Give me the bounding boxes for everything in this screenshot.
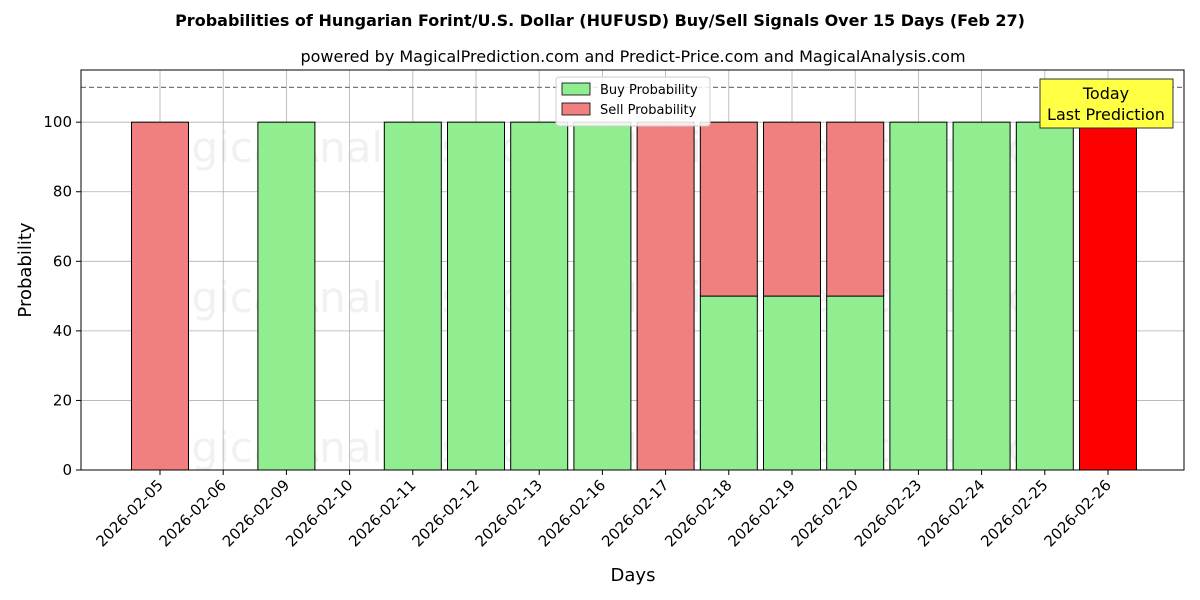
x-tick-label: 2026-02-11 (345, 476, 419, 550)
x-tick-label: 2026-02-12 (408, 476, 482, 550)
x-tick-label: 2026-02-25 (977, 476, 1051, 550)
y-tick-label: 0 (62, 461, 72, 479)
plot-frame (80, 69, 1185, 471)
y-tick-label: 100 (43, 113, 72, 131)
x-tick-label: 2026-02-26 (1040, 476, 1114, 550)
x-tick-label: 2026-02-16 (535, 476, 609, 550)
x-tick-label: 2026-02-10 (282, 476, 356, 550)
y-axis-ticks: 0 20 40 60 80 100 (43, 113, 81, 479)
chart-title: Probabilities of Hungarian Forint/U.S. D… (175, 11, 1025, 30)
buy-bar (383, 121, 442, 471)
chart-subtitle: powered by MagicalPrediction.com and Pre… (300, 47, 965, 66)
sell-bar (131, 121, 189, 471)
sell-bar (826, 121, 885, 297)
legend-label-buy: Buy Probability (600, 83, 698, 98)
buy-bar (763, 295, 821, 471)
x-tick-label: 2026-02-05 (92, 476, 166, 550)
annotation-box (1039, 78, 1174, 129)
legend-frame (555, 76, 711, 127)
x-tick-label: 2026-02-09 (219, 476, 293, 550)
y-tick-label: 60 (53, 252, 72, 270)
x-tick-label: 2026-02-20 (788, 476, 862, 550)
buy-bar (826, 295, 885, 471)
legend-label-sell: Sell Probability (600, 103, 697, 118)
buy-bar (952, 121, 1011, 471)
legend-swatch-buy (561, 82, 591, 96)
bars (131, 121, 1137, 471)
legend-swatch-sell (561, 102, 591, 116)
y-tick-label: 20 (53, 391, 72, 409)
buy-bar (1015, 121, 1074, 471)
annotation-line-today: Today (1082, 84, 1129, 103)
sell-bar (699, 121, 758, 297)
x-tick-label: 2026-02-23 (851, 476, 925, 550)
x-tick-label: 2026-02-13 (472, 476, 546, 550)
legend: Buy Probability Sell Probability (555, 76, 711, 127)
buy-bar (889, 121, 948, 471)
y-tick-label: 40 (53, 322, 72, 340)
buy-bar (447, 121, 505, 471)
y-axis-label: Probability (15, 222, 36, 317)
buy-bar (510, 121, 569, 471)
buy-bar (699, 295, 758, 471)
today-annotation: Today Last Prediction (1039, 78, 1174, 129)
x-axis-ticks: 2026-02-052026-02-062026-02-092026-02-10… (92, 470, 1115, 550)
buy-bar (257, 121, 316, 471)
buy-bar (573, 121, 632, 471)
y-tick-label: 80 (53, 183, 72, 201)
x-tick-label: 2026-02-17 (598, 476, 672, 550)
sell-bar (636, 121, 695, 471)
x-axis-label: Days (611, 565, 656, 586)
x-tick-label: 2026-02-19 (724, 476, 798, 550)
sell-bar-highlight (1079, 121, 1137, 471)
sell-bar (763, 121, 821, 297)
x-tick-label: 2026-02-24 (914, 476, 988, 550)
annotation-line-last-prediction: Last Prediction (1047, 105, 1165, 124)
x-tick-label: 2026-02-18 (661, 476, 735, 550)
x-tick-label: 2026-02-06 (156, 476, 230, 550)
